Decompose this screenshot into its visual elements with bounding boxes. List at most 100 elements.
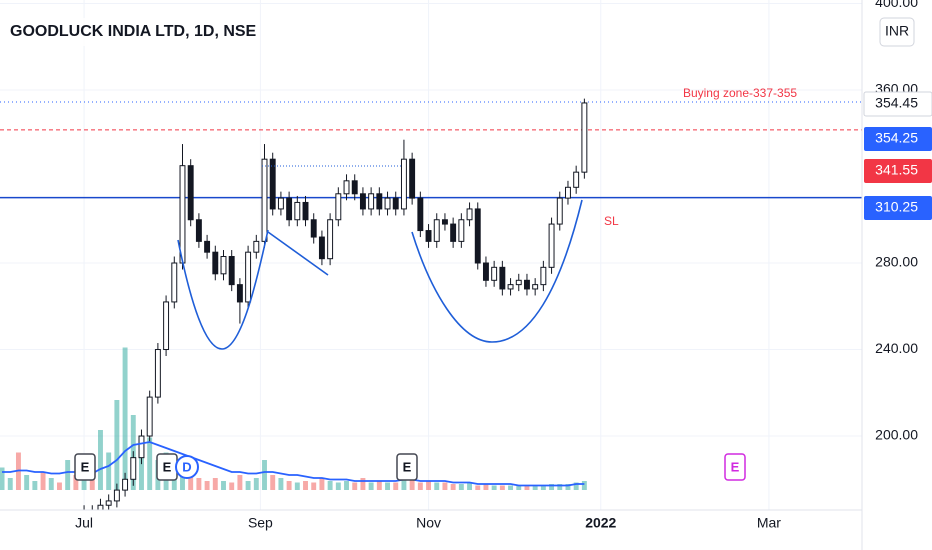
candle-body: [482, 262, 489, 281]
volume-bar: [122, 347, 128, 490]
volume-bar: [417, 482, 423, 490]
event-label: E: [731, 459, 740, 474]
candle-body: [220, 256, 227, 275]
volume-bar: [294, 482, 300, 490]
candle-body: [425, 230, 432, 242]
candle-body: [302, 201, 309, 221]
title-bg: [4, 18, 244, 46]
candle-body: [245, 251, 252, 303]
annotation: Buying zone-337-355: [683, 86, 797, 100]
candle-body: [540, 266, 547, 286]
volume-bar: [524, 485, 530, 490]
volume-bar: [426, 481, 431, 490]
volume-bar: [311, 482, 317, 490]
candle-body: [163, 301, 170, 351]
candle-body: [228, 256, 235, 286]
volume-bar: [229, 482, 235, 490]
currency: INR: [885, 23, 909, 39]
candle-body: [417, 197, 424, 232]
volume-bar: [499, 485, 505, 490]
candle-body: [556, 197, 563, 225]
x-tick-label: Nov: [416, 515, 441, 531]
volume-bar: [73, 475, 79, 490]
volume-bar: [89, 475, 95, 490]
candle-body: [277, 197, 284, 210]
candle-body: [581, 102, 588, 173]
candle-body: [400, 158, 407, 210]
candle-body: [294, 201, 301, 221]
event-label: E: [163, 459, 172, 474]
candle-body: [351, 180, 358, 195]
volume-bar: [98, 430, 103, 490]
volume-bar: [376, 481, 382, 490]
x-tick-label: Sep: [248, 515, 273, 531]
earnings-marker[interactable]: [396, 453, 418, 481]
candle-body: [458, 219, 465, 242]
candle-body: [204, 240, 211, 253]
candle-body: [212, 251, 219, 275]
volume-bar: [139, 445, 144, 490]
trend-line: [267, 231, 329, 276]
volume-bar: [491, 485, 497, 490]
dividend-marker[interactable]: [175, 455, 199, 479]
candle-body: [409, 158, 416, 199]
volume-bar: [147, 437, 153, 490]
volume-bar: [270, 475, 276, 490]
candle-body: [97, 504, 104, 510]
volume-bar: [106, 452, 112, 490]
candle-body: [384, 197, 391, 210]
candle-body: [466, 208, 473, 221]
volume-bar: [48, 478, 54, 490]
earnings-marker[interactable]: [74, 453, 96, 481]
candle-body: [327, 219, 334, 260]
price-tag: 354.25: [875, 130, 918, 146]
volume-bar: [450, 484, 456, 490]
candle-body: [491, 266, 498, 281]
cup-curve: [177, 229, 269, 350]
event-label: E: [403, 459, 412, 474]
candle-body: [130, 457, 137, 480]
candle-body: [335, 193, 342, 221]
candle-body: [507, 284, 514, 290]
price-tag-bg: [864, 196, 932, 220]
price-tag-bg: [863, 91, 932, 117]
candle-body: [376, 193, 383, 210]
candle-body: [359, 193, 366, 210]
candle-body: [261, 158, 268, 242]
volume-bar: [81, 478, 87, 490]
plot-area: [0, 98, 588, 510]
volume-bar: [393, 482, 399, 490]
volume-bar: [549, 484, 555, 490]
y-tick-label: 240.00: [875, 340, 918, 356]
candle-body: [368, 193, 375, 210]
volume-bar: [540, 485, 546, 490]
volume-bar: [434, 482, 440, 490]
candle-body: [573, 171, 580, 188]
volume-bar: [319, 478, 325, 490]
volume-bar: [573, 482, 579, 490]
earnings-marker[interactable]: [724, 453, 746, 481]
volume-bar: [57, 482, 62, 490]
x-tick-label: 2022: [585, 515, 616, 531]
candle-body: [122, 478, 129, 491]
volume-bar: [508, 485, 514, 490]
chart-title: GOODLUCK INDIA LTD, 1D, NSE: [10, 23, 257, 40]
candle-body: [433, 219, 440, 242]
candle-body: [253, 240, 260, 253]
volume-bar: [335, 482, 341, 490]
volume-bar: [303, 481, 308, 490]
candle-body: [499, 266, 506, 290]
volume-bar: [237, 475, 243, 490]
volume-bar: [221, 481, 226, 490]
volume-bar: [516, 485, 522, 490]
volume-bar: [352, 482, 358, 490]
volume-bar: [204, 481, 210, 490]
candle-body: [195, 219, 202, 242]
candle-body: [450, 223, 457, 242]
candle-body: [146, 396, 153, 437]
candle-body: [187, 165, 194, 221]
price-tag: 310.25: [875, 199, 918, 215]
currency-box[interactable]: [879, 17, 915, 47]
volume-bar: [188, 475, 194, 490]
volume-bar: [442, 482, 448, 490]
